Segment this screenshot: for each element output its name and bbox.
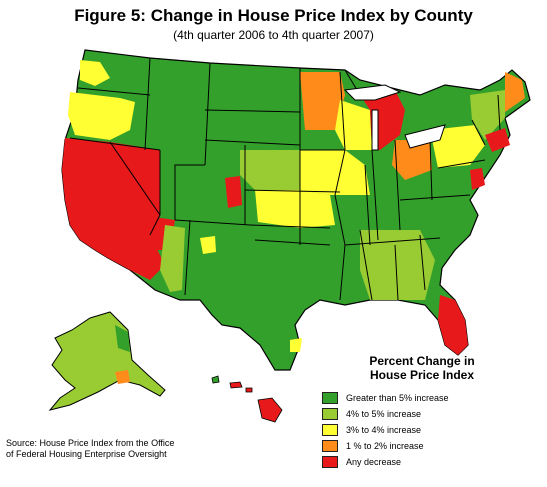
region-mid-atlantic-red — [470, 168, 485, 190]
region-midwest-yellow — [255, 190, 335, 228]
region-michigan-red — [360, 90, 405, 150]
legend-item: 1 % to 2% increase — [322, 438, 522, 454]
legend-items: Greater than 5% increase 4% to 5% increa… — [322, 390, 522, 470]
legend-swatch — [322, 408, 338, 420]
region-arizona-lightgreen — [160, 225, 185, 292]
hawaii — [211, 375, 283, 423]
state-borders — [69, 57, 501, 301]
region-northeast-lightgreen — [470, 90, 505, 140]
legend-label: 3% to 4% increase — [346, 425, 422, 435]
alaska — [48, 311, 166, 411]
legend-item: Greater than 5% increase — [322, 390, 522, 406]
region-oregon-yellow — [68, 92, 135, 140]
region-florida-red — [438, 295, 468, 355]
legend-label: Greater than 5% increase — [346, 393, 449, 403]
region-colorado-red — [225, 176, 242, 208]
legend-title-line1: Percent Change in — [369, 354, 475, 368]
source-note: Source: House Price Index from the Offic… — [6, 438, 206, 460]
region-plains-lightgreen — [240, 150, 300, 190]
region-west-coast-red — [62, 138, 165, 280]
legend-label: 4% to 5% increase — [346, 409, 422, 419]
source-line2: of Federal Housing Enterprise Oversight — [6, 449, 167, 459]
legend-item: 3% to 4% increase — [322, 422, 522, 438]
great-lakes — [343, 84, 402, 101]
source-line1: Source: House Price Index from the Offic… — [6, 438, 175, 448]
legend-swatch — [322, 424, 338, 436]
legend-swatch — [322, 440, 338, 452]
legend-item: 4% to 5% increase — [322, 406, 522, 422]
region-northeast-yellow — [430, 125, 485, 168]
region-texas-yellow — [290, 338, 302, 352]
legend-item: Any decrease — [322, 454, 522, 470]
legend-swatch — [322, 392, 338, 404]
legend-label: Any decrease — [346, 457, 402, 467]
alaska-green — [115, 325, 130, 352]
region-minnesota-orange — [300, 72, 345, 130]
legend-swatch — [322, 456, 338, 468]
region-ohio-orange — [392, 140, 432, 180]
region-southeast-lightgreen — [360, 230, 435, 300]
region-upper-midwest-yellow — [300, 150, 370, 195]
region-maine-orange — [505, 72, 525, 112]
chart-subtitle: (4th quarter 2006 to 4th quarter 2007) — [173, 28, 374, 42]
legend: Percent Change in House Price Index Grea… — [322, 354, 522, 470]
legend-title-line2: House Price Index — [369, 368, 475, 382]
chart-title: Figure 5: Change in House Price Index by… — [74, 6, 473, 25]
region-newmexico-yellow — [200, 236, 216, 254]
region-washington-yellow — [80, 60, 110, 86]
legend-label: 1 % to 2% increase — [346, 441, 424, 451]
legend-title: Percent Change in House Price Index — [322, 354, 522, 382]
region-new-england-red — [485, 128, 510, 152]
alaska-orange — [115, 370, 130, 384]
